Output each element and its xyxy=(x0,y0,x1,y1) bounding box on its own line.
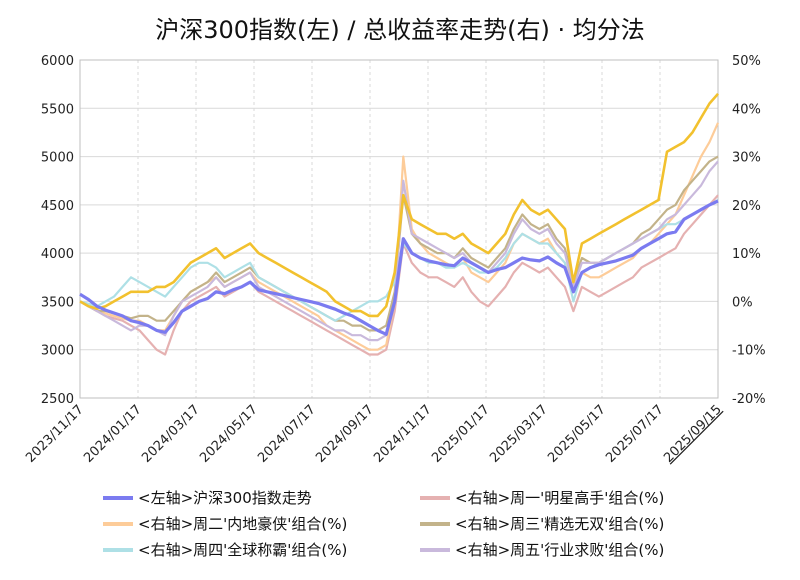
legend-label: <右轴>周三'精选无双'组合(%) xyxy=(455,515,664,533)
legend: <左轴>沪深300指数走势 <右轴>周一'明星高手'组合(%) <右轴>周二'内地豪… xyxy=(103,489,664,559)
right-tick-label: -20% xyxy=(732,392,766,407)
legend-label: <右轴>周二'内地豪侠'组合(%) xyxy=(138,515,347,533)
left-tick-label: 4500 xyxy=(41,199,74,214)
legend-label: <右轴>周四'全球称霸'组合(%) xyxy=(138,541,347,559)
legend-label: <右轴>周五'行业求败'组合(%) xyxy=(455,541,664,559)
left-tick-label: 4000 xyxy=(41,247,74,262)
x-tick-label: 2025/07/17 xyxy=(603,402,667,466)
x-axis: 2023/11/172024/01/172024/03/172024/05/17… xyxy=(23,402,725,466)
series-line xyxy=(79,92,719,318)
x-tick-label: 2024/09/17 xyxy=(313,402,377,466)
right-tick-label: 50% xyxy=(732,54,761,69)
left-tick-label: 5500 xyxy=(41,102,74,117)
x-tick-label: 2023/11/17 xyxy=(23,402,87,466)
series-layer xyxy=(79,92,720,356)
right-axis: 50% 40% 30% 20% 10% 0% -10% -20% xyxy=(732,54,766,407)
left-tick-label: 6000 xyxy=(41,54,74,69)
left-tick-label: 3000 xyxy=(41,344,74,359)
x-tick-label: 2024/07/17 xyxy=(255,402,319,466)
left-axis: 6000 5500 5000 4500 4000 3500 3000 2500 xyxy=(41,54,74,407)
x-tick-label: 2024/05/17 xyxy=(197,402,261,466)
right-tick-label: 40% xyxy=(732,102,761,117)
plot-frame xyxy=(79,59,719,399)
x-tick-label: 2025/01/17 xyxy=(429,402,493,466)
legend-label: <右轴>周一'明星高手'组合(%) xyxy=(455,489,664,507)
right-tick-label: -10% xyxy=(732,344,766,359)
x-tick-label: 2024/03/17 xyxy=(139,402,203,466)
x-tick-label: 2024/11/17 xyxy=(371,402,435,466)
left-tick-label: 2500 xyxy=(41,392,74,407)
x-tick-label: 2025/05/17 xyxy=(545,402,609,466)
right-tick-label: 30% xyxy=(732,151,761,166)
chart-title: 沪深300指数(左) / 总收益率走势(右) · 均分法 xyxy=(155,16,645,44)
x-tick-label: 2025/09/15 xyxy=(661,402,725,466)
right-tick-label: 10% xyxy=(732,247,761,262)
x-tick-label: 2024/01/17 xyxy=(81,402,145,466)
right-tick-label: 20% xyxy=(732,199,761,214)
series-line xyxy=(79,199,719,336)
series-line xyxy=(79,160,719,342)
left-tick-label: 3500 xyxy=(41,295,74,310)
right-tick-label: 0% xyxy=(732,295,753,310)
legend-label: <左轴>沪深300指数走势 xyxy=(138,489,312,507)
x-tick-label: 2025/03/17 xyxy=(487,402,551,466)
left-tick-label: 5000 xyxy=(41,151,74,166)
